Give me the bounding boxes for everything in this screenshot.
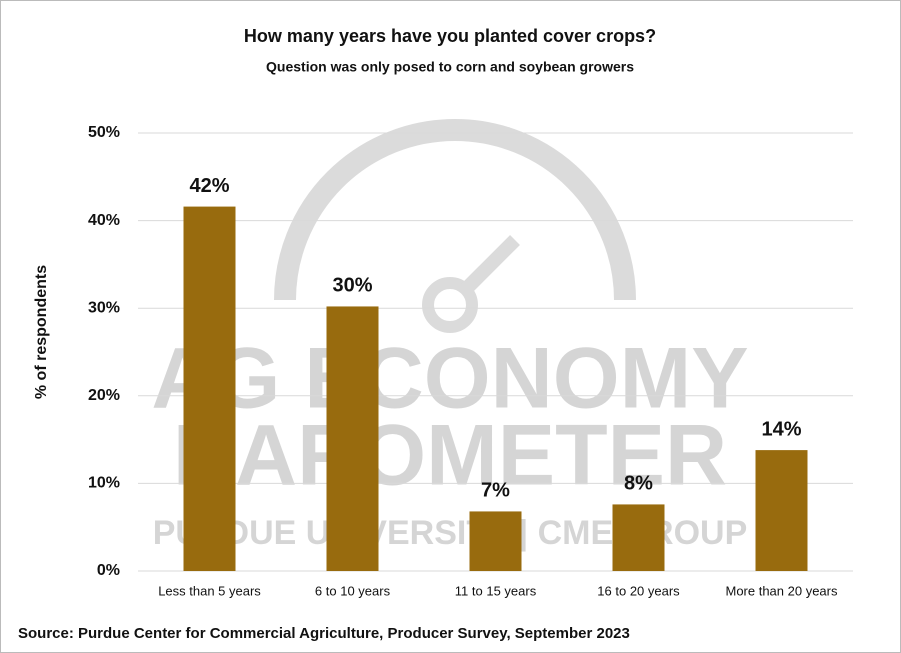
chart-title: How many years have you planted cover cr… — [244, 26, 656, 46]
x-tick-label: 6 to 10 years — [315, 583, 391, 598]
y-tick-label: 40% — [88, 212, 120, 229]
source-note: Source: Purdue Center for Commercial Agr… — [18, 625, 630, 642]
y-tick-label: 20% — [88, 387, 120, 404]
data-label: 42% — [189, 175, 229, 197]
x-tick-label: 16 to 20 years — [597, 583, 680, 598]
y-tick-label: 30% — [88, 299, 120, 316]
gauge-hub — [422, 277, 478, 333]
bar — [326, 306, 379, 571]
gauge-arc — [274, 119, 636, 301]
x-tick-label: 11 to 15 years — [455, 583, 537, 598]
x-tick-label: More than 20 years — [725, 583, 838, 598]
chart-subtitle: Question was only posed to corn and soyb… — [266, 59, 634, 75]
watermark-text: AG ECONOMY — [151, 331, 748, 427]
data-label: 7% — [481, 480, 510, 502]
watermark-text: BAROMETER — [173, 408, 727, 504]
bar — [755, 450, 808, 571]
y-axis-label: % of respondents — [33, 265, 50, 399]
bar — [469, 511, 522, 571]
bar — [612, 504, 665, 571]
y-tick-label: 0% — [97, 562, 120, 579]
gauge-needle — [460, 235, 520, 295]
data-label: 30% — [332, 275, 372, 297]
y-tick-label: 50% — [88, 124, 120, 141]
watermark-logo: AG ECONOMY BAROMETER PURDUE UNIVERSITY |… — [151, 119, 749, 552]
x-tick-label: Less than 5 years — [158, 583, 261, 598]
y-tick-label: 10% — [88, 475, 120, 492]
data-label: 14% — [761, 418, 801, 440]
data-label: 8% — [624, 473, 653, 495]
bar — [183, 206, 236, 572]
